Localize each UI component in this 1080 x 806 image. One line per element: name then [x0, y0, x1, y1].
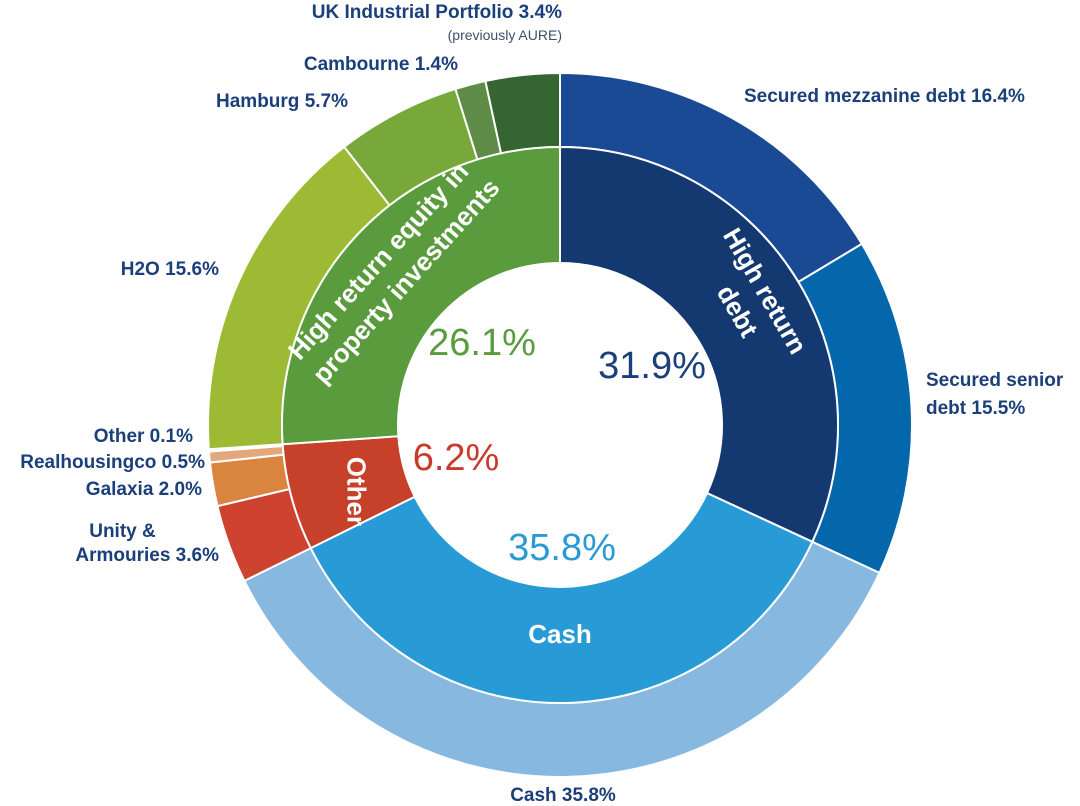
label-cambourne: Cambourne 1.4%: [304, 54, 458, 75]
label-unity-line2: Armouries 3.6%: [75, 545, 219, 566]
inner-ring: [281, 145, 839, 704]
pct-cash: 35.8%: [508, 527, 616, 569]
inner-label-cash: Cash: [528, 619, 592, 649]
label-secured-senior-line2: debt 15.5%: [926, 398, 1025, 419]
outer-labels: Secured mezzanine debt 16.4% Secured sen…: [20, 2, 1069, 806]
outer-ring: [207, 71, 913, 778]
label-secured-mezzanine: Secured mezzanine debt 16.4%: [744, 86, 1025, 107]
sublabel-uk-industrial: (previously AURE): [448, 27, 562, 43]
pct-equity: 26.1%: [428, 322, 536, 364]
pct-debt: 31.9%: [598, 345, 706, 387]
inner-slice-cash: [309, 491, 814, 704]
label-uk-industrial: UK Industrial Portfolio 3.4%: [312, 2, 562, 23]
inner-label-other: Other: [342, 457, 372, 526]
label-unity-line1: Unity &: [89, 521, 156, 542]
label-h2o: H2O 15.6%: [121, 259, 219, 280]
label-galaxia: Galaxia 2.0%: [86, 479, 202, 500]
label-other: Other 0.1%: [94, 426, 193, 447]
label-secured-senior-line1: Secured senior: [926, 370, 1064, 391]
label-realhousingco: Realhousingco 0.5%: [20, 452, 205, 473]
label-cash: Cash 35.8%: [510, 785, 616, 806]
inner-percentages: 31.9% 35.8% 6.2% 26.1%: [413, 322, 706, 569]
label-secured-senior: Secured senior debt 15.5%: [926, 370, 1069, 419]
pct-other: 6.2%: [413, 437, 500, 479]
inner-slice-high-return-debt: [559, 145, 839, 544]
label-unity: Unity & Armouries 3.6%: [75, 521, 219, 566]
label-hamburg: Hamburg 5.7%: [216, 91, 348, 112]
inner-slice-high-return-equity-in-property-investments: [281, 145, 561, 446]
